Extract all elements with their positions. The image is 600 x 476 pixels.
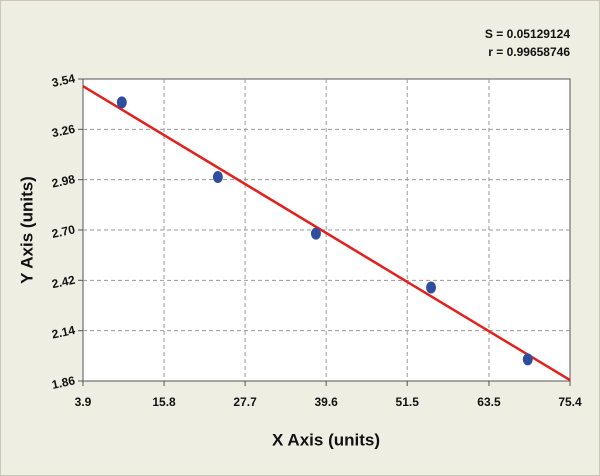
annotation: S = 0.05129124 [485,27,570,41]
data-point [310,227,321,240]
y-tick-label: 1.86 [51,373,77,392]
data-point [522,353,533,366]
x-tick-label: 3.9 [75,395,92,409]
y-axis-title: Y Axis (units) [17,176,36,284]
data-point [116,96,127,109]
annotation: r = 0.99658746 [488,45,570,59]
y-tick-label: 3.26 [51,122,77,141]
y-tick-label: 2.98 [51,172,77,191]
y-tick-label: 3.54 [51,71,77,90]
x-axis-title: X Axis (units) [272,430,380,449]
x-tick-label: 39.6 [314,395,338,409]
x-tick-label: 51.5 [396,395,420,409]
x-tick-label: 63.5 [477,395,501,409]
data-point [426,281,437,294]
data-point [212,170,223,183]
x-tick-label: 15.8 [152,395,176,409]
y-tick-label: 2.42 [51,273,77,292]
fit-line [82,85,571,382]
y-tick-label: 2.14 [51,323,77,342]
x-tick-label: 27.7 [233,395,257,409]
y-tick-label: 2.70 [51,222,77,241]
x-tick-label: 75.4 [558,395,582,409]
